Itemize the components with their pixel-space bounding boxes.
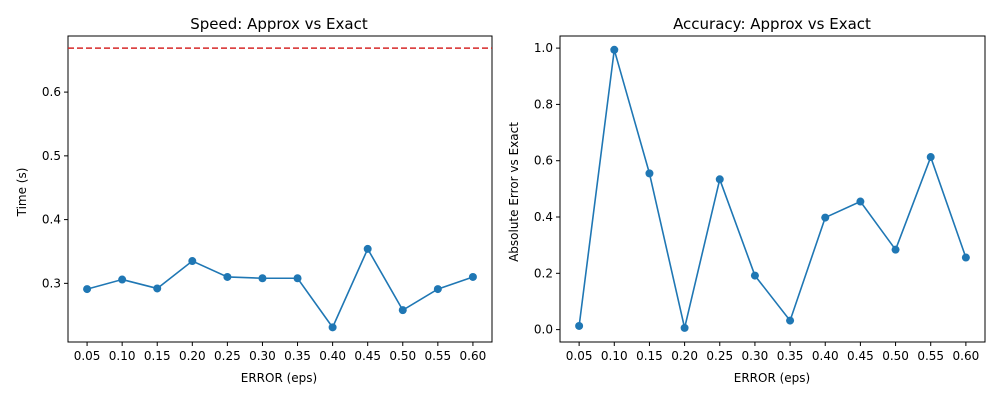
speed-data-point [433, 285, 442, 294]
accuracy-y-tick-label: 0.4 [534, 210, 553, 224]
speed-x-tick-label: 0.45 [354, 349, 381, 363]
accuracy-x-tick-label: 0.15 [636, 349, 663, 363]
accuracy-data-point [961, 253, 970, 262]
speed-x-tick-label: 0.10 [109, 349, 136, 363]
accuracy-data-point [680, 323, 689, 332]
accuracy-data-point [891, 245, 900, 254]
speed-data-point [293, 274, 302, 283]
accuracy-x-tick-label: 0.25 [706, 349, 733, 363]
speed-series-line [86, 247, 474, 329]
speed-y-tick-label: 0.6 [42, 85, 61, 99]
accuracy-chart-title: Accuracy: Approx vs Exact [673, 15, 871, 33]
accuracy-data-point [926, 153, 935, 162]
speed-data-point [83, 285, 92, 294]
accuracy-x-tick-label: 0.55 [917, 349, 944, 363]
speed-y-tick-label: 0.5 [42, 149, 61, 163]
accuracy-plot-area: 0.05 0.10 0.15 0.20 0.25 0.30 0.35 0.40 0.45 0.50… [534, 35, 986, 363]
accuracy-data-point [610, 45, 619, 54]
accuracy-y-tick-label: 0.6 [534, 154, 553, 168]
accuracy-data-point [786, 316, 795, 325]
speed-x-tick-label: 0.15 [144, 349, 171, 363]
accuracy-x-tick-label: 0.30 [742, 349, 769, 363]
speed-x-tick-label: 0.30 [249, 349, 276, 363]
accuracy-x-tick-label: 0.10 [601, 349, 628, 363]
speed-data-point [223, 272, 232, 281]
accuracy-data-point [575, 321, 584, 330]
accuracy-x-tick-label: 0.05 [566, 349, 593, 363]
speed-data-point [188, 257, 197, 266]
speed-x-tick-label: 0.60 [460, 349, 487, 363]
speed-x-tick-label: 0.40 [319, 349, 346, 363]
accuracy-chart-ylabel: Absolute Error vs Exact [507, 122, 521, 262]
speed-data-point [328, 323, 337, 332]
accuracy-data-point [821, 213, 830, 222]
speed-x-tick-label: 0.05 [74, 349, 101, 363]
speed-axes-frame [67, 35, 493, 343]
speed-data-point [363, 244, 372, 253]
accuracy-y-tick-label: 1.0 [534, 41, 553, 55]
speed-data-point [118, 275, 127, 284]
speed-y-tick-label: 0.3 [42, 276, 61, 290]
speed-x-tick-label: 0.55 [424, 349, 451, 363]
accuracy-x-tick-label: 0.20 [671, 349, 698, 363]
accuracy-y-tick-label: 0.0 [534, 323, 553, 337]
speed-x-tick-label: 0.20 [179, 349, 206, 363]
speed-x-tick-label: 0.35 [284, 349, 311, 363]
accuracy-axes-frame [559, 35, 986, 343]
speed-data-point [258, 274, 267, 283]
accuracy-chart-xlabel: ERROR (eps) [734, 371, 810, 385]
speed-chart-ylabel: Time (s) [15, 168, 29, 218]
accuracy-data-point [715, 175, 724, 184]
accuracy-x-tick-label: 0.60 [953, 349, 980, 363]
accuracy-data-point [645, 169, 654, 178]
speed-x-tick-label: 0.25 [214, 349, 241, 363]
speed-data-point [153, 284, 162, 293]
speed-data-point [398, 306, 407, 315]
speed-chart: Speed: Approx vs Exact 0.05 0.10 0.15 0.20 0… [15, 15, 493, 385]
speed-plot-area: 0.05 0.10 0.15 0.20 0.25 0.30 0.35 0.40 0.45 0.50… [42, 35, 493, 363]
speed-x-tick-label: 0.50 [389, 349, 416, 363]
accuracy-chart: Accuracy: Approx vs Exact 0.05 0.10 0.15 0.… [507, 15, 986, 385]
accuracy-series-line [578, 49, 967, 329]
accuracy-y-tick-label: 0.2 [534, 266, 553, 280]
speed-chart-xlabel: ERROR (eps) [241, 371, 317, 385]
accuracy-x-tick-label: 0.35 [777, 349, 804, 363]
accuracy-x-tick-label: 0.40 [812, 349, 839, 363]
speed-data-point [468, 272, 477, 281]
speed-y-tick-label: 0.4 [42, 213, 61, 227]
accuracy-data-point [856, 197, 865, 206]
accuracy-y-tick-label: 0.8 [534, 97, 553, 111]
speed-chart-title: Speed: Approx vs Exact [190, 15, 368, 33]
accuracy-x-tick-label: 0.45 [847, 349, 874, 363]
accuracy-data-point [750, 271, 759, 280]
accuracy-x-tick-label: 0.50 [882, 349, 909, 363]
